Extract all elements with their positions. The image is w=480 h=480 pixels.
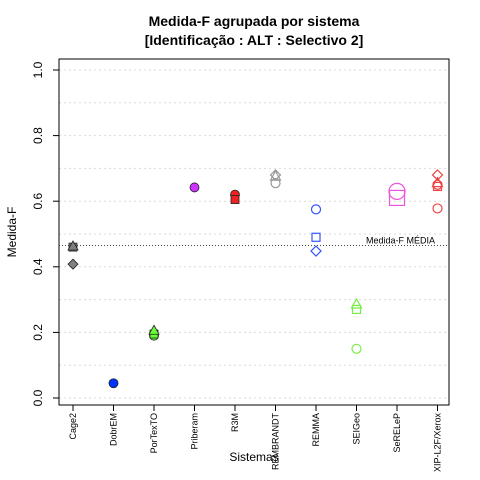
data-point — [189, 182, 200, 193]
data-point — [351, 343, 362, 354]
mean-reference-label: Medida-F MÉDIA — [366, 235, 435, 245]
x-tick-label: REMMA — [311, 413, 321, 447]
plot-frame — [58, 58, 450, 406]
chart-title: Medida-F agrupada por sistema — [149, 13, 360, 29]
data-point — [67, 258, 79, 270]
y-tick-label: 0.8 — [31, 127, 45, 144]
data-point — [108, 378, 119, 389]
x-tick-label: SeRELeP — [392, 413, 402, 453]
chart-subtitle: [Identificação : ALT : Selectivo 2] — [145, 32, 364, 48]
data-point — [310, 245, 322, 257]
x-axis-label: Sistemas — [229, 450, 278, 464]
data-point — [310, 204, 322, 215]
x-axis: Cage2 DobrEM PorTexTO Priberam R3M REMBRANDT R… — [68, 405, 443, 472]
x-tick-label: Priberam — [190, 413, 200, 450]
y-tick-label: 0.4 — [31, 258, 45, 275]
data-point — [311, 232, 321, 242]
y-tick-label: 0.6 — [31, 193, 45, 210]
data-point — [432, 179, 443, 190]
data-point — [432, 203, 443, 214]
gridlines — [59, 69, 449, 399]
data-point — [270, 178, 281, 189]
data-point — [67, 240, 79, 251]
y-tick-label: 1.0 — [31, 61, 45, 78]
data-points — [67, 169, 444, 389]
y-tick-label: 0.2 — [31, 324, 45, 341]
y-tick-label: 0.0 — [31, 389, 45, 406]
x-tick-label: R3M — [230, 413, 240, 432]
y-axis-label: Medida-F — [5, 207, 19, 258]
data-point — [148, 324, 160, 335]
data-point — [432, 181, 443, 192]
data-point — [230, 195, 240, 204]
x-tick-label: REMBRANDT — [271, 413, 281, 471]
y-axis: 0.0 0.2 0.4 0.6 0.8 1.0 — [31, 61, 59, 406]
x-tick-label: DobrEM — [109, 413, 119, 446]
data-point — [350, 297, 363, 309]
data-point — [269, 169, 282, 181]
data-point — [351, 304, 362, 315]
data-point — [388, 182, 406, 200]
x-tick-label: SEIGeo — [352, 413, 362, 445]
x-tick-label: Cage2 — [68, 413, 78, 440]
x-tick-label: PorTexTO — [149, 413, 159, 453]
data-point — [388, 189, 406, 207]
x-tick-label: XIP-L2F/Xerox — [433, 413, 443, 473]
